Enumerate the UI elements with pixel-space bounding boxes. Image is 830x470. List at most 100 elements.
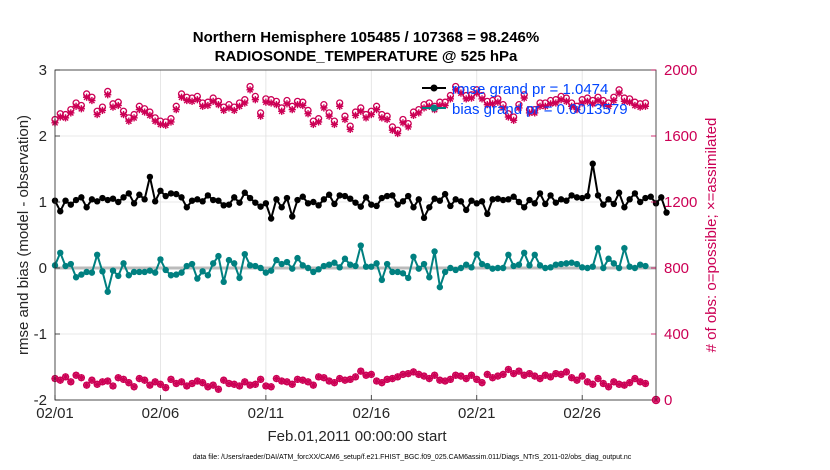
obs-assimilated-point: [404, 123, 412, 131]
bias-point: [331, 259, 338, 266]
bias-point: [347, 261, 354, 268]
obs-star-stroke: [152, 118, 159, 125]
obs-star-stroke: [78, 105, 85, 112]
obs-star-stroke: [362, 114, 370, 121]
bias-point: [204, 272, 212, 279]
obs-star-stroke: [415, 109, 422, 116]
obs-star-stroke: [616, 381, 623, 388]
obs-assimilated-point: [83, 93, 91, 101]
obs-star-stroke: [431, 372, 438, 379]
obs-star-stroke: [162, 122, 169, 129]
rmse-point: [151, 198, 159, 205]
bias-point: [642, 262, 649, 270]
rmse-point: [120, 194, 127, 201]
rmse-point: [426, 204, 433, 211]
rmse-point: [67, 201, 75, 208]
obs-star-stroke: [220, 107, 227, 114]
obs-star-stroke: [642, 380, 649, 387]
obs-assimilated-point: [562, 97, 570, 105]
rmse-point: [357, 203, 364, 210]
obs-star-stroke: [99, 378, 106, 385]
obs-star-stroke: [626, 99, 633, 106]
obs-assimilated-point: [452, 86, 460, 94]
bias-point: [489, 265, 496, 272]
obs-assimilated-low-point: [251, 380, 259, 388]
obs-star-stroke: [72, 372, 80, 379]
obs-assimilated-point: [367, 110, 375, 119]
rmse-point: [378, 194, 386, 202]
obs-assimilated-low-point: [119, 375, 128, 383]
bias-point: [299, 262, 306, 269]
bias-point: [426, 274, 433, 281]
obs-assimilated-low-point: [467, 371, 476, 379]
rmse-point: [468, 197, 475, 204]
rmse-point: [536, 190, 544, 197]
rmse-point: [289, 213, 296, 220]
rmse-point: [647, 193, 654, 200]
obs-star-stroke: [552, 370, 559, 377]
obs-star-stroke: [547, 373, 554, 380]
obs-star-stroke: [141, 108, 148, 116]
bias-point: [468, 264, 475, 271]
bias-point: [441, 268, 449, 276]
obs-assimilated-low-point: [230, 380, 238, 388]
obs-star-stroke: [173, 106, 180, 113]
obs-assimilated-low-point: [341, 376, 349, 384]
obs-star-stroke: [231, 381, 238, 388]
obs-assimilated-low-point: [536, 374, 544, 383]
right-y-tick-label: 1200: [664, 194, 697, 211]
obs-assimilated-low-point: [462, 374, 470, 383]
obs-star-stroke: [310, 121, 317, 128]
bias-point: [188, 260, 196, 268]
obs-assimilated-point: [620, 97, 628, 105]
obs-assimilated-point: [515, 104, 523, 112]
obs-assimilated-point: [610, 96, 618, 105]
obs-assimilated-point: [583, 97, 592, 105]
obs-star-stroke: [326, 377, 333, 385]
obs-assimilated-point: [93, 110, 101, 119]
rmse-point: [304, 200, 312, 207]
x-tick-label: 02/06: [142, 405, 180, 422]
rmse-point: [573, 194, 581, 201]
legend-rmse-marker: [430, 84, 438, 92]
bias-point: [236, 274, 243, 282]
obs-assimilated-point: [341, 115, 349, 124]
rmse-point: [405, 192, 412, 200]
obs-assimilated-point: [636, 103, 644, 111]
obs-assimilated-low-point: [610, 378, 618, 386]
bias-point: [484, 262, 491, 270]
obs-star-stroke: [478, 379, 486, 386]
obs-assimilated-point: [114, 101, 122, 110]
obs-star-stroke: [621, 98, 628, 105]
obs-assimilated-point: [299, 101, 307, 110]
obs-star-stroke: [600, 380, 607, 387]
obs-assimilated-point: [409, 111, 418, 119]
bias-point: [499, 264, 507, 272]
obs-star-stroke: [452, 86, 459, 93]
plot-frame: [54, 69, 657, 401]
bias-point: [241, 250, 248, 258]
bias-point: [531, 251, 538, 258]
legend-bias-marker: [430, 104, 438, 112]
x-tick-label: 02/21: [458, 405, 496, 422]
rmse-point: [636, 198, 644, 206]
obs-star-stroke: [331, 121, 338, 128]
obs-assimilated-point: [473, 89, 481, 97]
obs-star-stroke: [637, 378, 644, 385]
obs-star-stroke: [268, 383, 275, 390]
rmse-point: [83, 204, 90, 211]
bias-point: [494, 264, 502, 272]
rmse-point: [394, 201, 401, 208]
obs-assimilated-point: [325, 112, 333, 120]
bias-point: [463, 261, 470, 268]
bias-point: [568, 259, 575, 266]
bias-point: [420, 260, 428, 268]
left-y-tick-label: 3: [39, 62, 47, 79]
obs-star-stroke: [531, 372, 538, 380]
obs-star-stroke: [505, 113, 512, 121]
obs-star-stroke: [510, 117, 517, 124]
obs-star-stroke: [352, 112, 359, 119]
obs-star-stroke: [378, 114, 385, 121]
rmse-point: [183, 204, 190, 211]
